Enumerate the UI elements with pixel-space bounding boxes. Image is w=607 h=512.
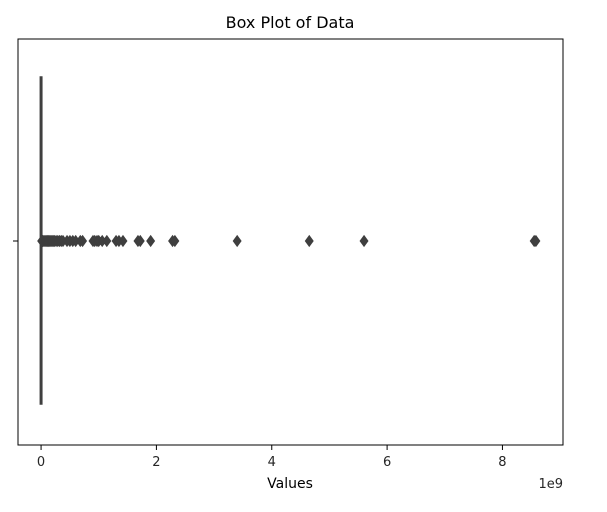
plot-area [17,38,564,446]
x-axis-scale-label: 1e9 [538,477,563,492]
x-tick-label: 0 [37,455,45,470]
x-axis-ticks: 0 2 4 6 8 [37,445,507,470]
outlier-point [78,234,88,248]
x-axis-label: Values [267,476,313,492]
outlier-point [135,234,145,248]
outlier-point [232,234,242,248]
x-tick-label: 6 [383,455,391,470]
outlier-point [304,234,314,248]
x-tick-label: 8 [498,455,506,470]
outlier-point [170,234,180,248]
x-tick-label: 2 [152,455,160,470]
x-tick-label: 4 [268,455,276,470]
outlier-point [359,234,369,248]
outlier-point [118,234,128,248]
chart-title: Box Plot of Data [226,13,355,32]
outlier-point [531,234,541,248]
outlier-point [146,234,156,248]
outlier-point [102,234,112,248]
